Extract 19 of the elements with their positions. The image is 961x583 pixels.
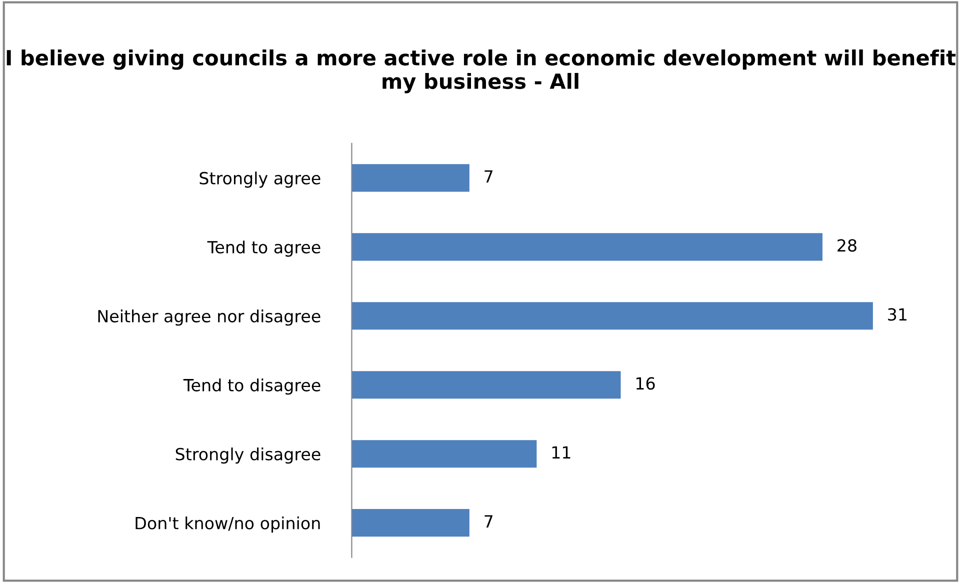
y-tick-label: Tend to disagree [183, 378, 320, 395]
bar [352, 164, 470, 192]
data-label: 28 [838, 239, 856, 252]
data-label: 7 [484, 170, 492, 183]
y-tick-label: Don't know/no opinion [136, 516, 320, 533]
bar [352, 509, 470, 537]
chart-title: I believe giving councils a more active role in economic development will benefit my business - All [6, 49, 956, 94]
bar [352, 233, 822, 261]
bar [352, 371, 621, 399]
data-label: 11 [552, 446, 570, 458]
bar [352, 440, 537, 468]
bar [352, 302, 873, 330]
y-tick-label: Neither agree nor disagree [98, 310, 320, 326]
data-label: 31 [888, 308, 906, 321]
y-tick-label: Strongly agree [200, 172, 320, 188]
y-tick-label: Strongly disagree [176, 448, 320, 464]
y-tick-label: Tend to agree [207, 240, 320, 257]
data-label: 16 [636, 377, 655, 390]
data-label: 7 [484, 515, 492, 528]
